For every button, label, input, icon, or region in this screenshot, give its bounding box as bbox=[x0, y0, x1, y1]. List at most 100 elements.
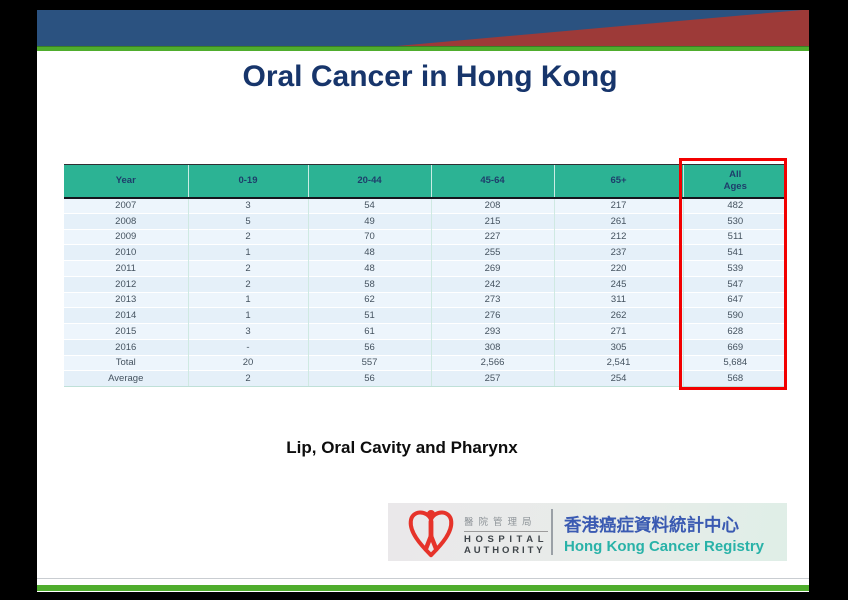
table-cell: 271 bbox=[553, 323, 683, 340]
logo-vertical-divider bbox=[551, 509, 553, 555]
table-cell: 2008 bbox=[64, 212, 188, 229]
table-cell: 215 bbox=[430, 212, 554, 229]
table-cell: 257 bbox=[430, 370, 554, 387]
table-row: 2009 2 70 227 212 511 bbox=[64, 228, 787, 245]
slide-title: Oral Cancer in Hong Kong bbox=[242, 60, 618, 93]
table-cell: 5,684 bbox=[682, 354, 787, 371]
table-cell: 56 bbox=[307, 338, 431, 355]
data-table: Year 0-19 20-44 45-64 65+ All Ages 2007 3 54 208… bbox=[64, 158, 787, 390]
table-cell: Average bbox=[64, 370, 188, 387]
table-cell: 293 bbox=[430, 323, 554, 340]
table-row: 2016-56 308 305 669 bbox=[64, 338, 787, 355]
site-caption: Lip, Oral Cavity and Pharynx bbox=[286, 438, 518, 457]
table-cell: 2009 bbox=[64, 228, 188, 245]
table-cell: 261 bbox=[553, 212, 683, 229]
table-cell: 48 bbox=[307, 260, 431, 277]
table-cell: 2015 bbox=[64, 323, 188, 340]
hospital-authority-wordmark: 醫院管理局 HOSPITAL AUTHORITY bbox=[464, 514, 550, 556]
table-cell: 56 bbox=[307, 370, 431, 387]
table-cell: 2010 bbox=[64, 244, 188, 261]
green-stripe-top bbox=[37, 46, 809, 51]
table-cell: 2 bbox=[187, 228, 308, 245]
table-cell: 530 bbox=[682, 212, 787, 229]
table-cell: 547 bbox=[682, 275, 787, 292]
table-cell: 2016 bbox=[64, 338, 188, 355]
column-header: Year bbox=[64, 164, 188, 199]
table-cell: 255 bbox=[430, 244, 554, 261]
table-cell: 539 bbox=[682, 260, 787, 277]
table-header-row: Year 0-19 20-44 45-64 65+ All Ages bbox=[64, 164, 787, 199]
table-cell: 273 bbox=[430, 291, 554, 308]
table-cell: 482 bbox=[682, 197, 787, 214]
column-header: 20-44 bbox=[307, 164, 431, 199]
table-cell: 70 bbox=[307, 228, 431, 245]
table-cell: 208 bbox=[430, 197, 554, 214]
table-row: 2011 2 48 269 220 539 bbox=[64, 260, 787, 277]
table-cell: 3 bbox=[187, 323, 308, 340]
table-cell: 62 bbox=[307, 291, 431, 308]
table-cell: 227 bbox=[430, 228, 554, 245]
table-cell: 54 bbox=[307, 197, 431, 214]
table-row: Average 2 56 257 254 568 bbox=[64, 370, 787, 387]
table-row: 2013 1 62 273 311 647 bbox=[64, 291, 787, 308]
registry-english-name: Hong Kong Cancer Registry bbox=[564, 538, 765, 555]
table-cell: 1 bbox=[187, 307, 308, 324]
table-cell: 2007 bbox=[64, 197, 188, 214]
registry-chinese-name: 香港癌症資料統計中心 bbox=[564, 515, 739, 535]
column-header: 65+ bbox=[553, 164, 683, 199]
table-cell: 308 bbox=[430, 338, 554, 355]
table-row: 2008 5 49 215 261 530 bbox=[64, 212, 787, 229]
table-cell: 669 bbox=[682, 338, 787, 355]
table-cell: 3 bbox=[187, 197, 308, 214]
footer-logo-strip: 醫院管理局 HOSPITAL AUTHORITY 香港癌症資料統計中心 Hong… bbox=[388, 503, 787, 561]
cancer-registry-wordmark: 香港癌症資料統計中心 Hong Kong Cancer Registry bbox=[564, 512, 764, 555]
table-cell: 51 bbox=[307, 307, 431, 324]
table-body: 2007 3 54 208 217 482 2008 5 49 215 261 530 2009 2 70 2… bbox=[64, 197, 787, 387]
ha-chinese-name: 醫院管理局 bbox=[464, 517, 537, 528]
table-row: 2012 2 58 242 245 547 bbox=[64, 275, 787, 292]
table-cell: 1 bbox=[187, 244, 308, 261]
table-row: Total 20 557 2,566 2,541 5,684 bbox=[64, 354, 787, 371]
table-cell: 2 bbox=[187, 275, 308, 292]
table-cell: Total bbox=[64, 354, 188, 371]
top-banner bbox=[37, 10, 809, 46]
table-cell: 647 bbox=[682, 291, 787, 308]
table-cell: 2012 bbox=[64, 275, 188, 292]
table-cell: 20 bbox=[187, 354, 308, 371]
table-row: 2014 1 51 276 262 590 bbox=[64, 307, 787, 324]
table-cell: 2 bbox=[187, 260, 308, 277]
hospital-authority-heart-icon bbox=[408, 509, 454, 558]
table-cell: 2,566 bbox=[430, 354, 554, 371]
table-cell: 568 bbox=[682, 370, 787, 387]
table-cell: 254 bbox=[553, 370, 683, 387]
table-cell: 276 bbox=[430, 307, 554, 324]
table-cell: 48 bbox=[307, 244, 431, 261]
table-cell: 2013 bbox=[64, 291, 188, 308]
table-cell: - bbox=[187, 338, 308, 355]
green-stripe-bottom bbox=[37, 585, 809, 591]
table-cell: 49 bbox=[307, 212, 431, 229]
table-cell: 2011 bbox=[64, 260, 188, 277]
table-cell: 590 bbox=[682, 307, 787, 324]
table-row: 2015 3 61 293 271 628 bbox=[64, 323, 787, 340]
table-cell: 245 bbox=[553, 275, 683, 292]
table-cell: 212 bbox=[553, 228, 683, 245]
table-cell: 541 bbox=[682, 244, 787, 261]
table-cell: 242 bbox=[430, 275, 554, 292]
table-cell: 511 bbox=[682, 228, 787, 245]
table-cell: 58 bbox=[307, 275, 431, 292]
incidence-table: Year 0-19 20-44 45-64 65+ All Ages 2007 3 54 208… bbox=[64, 164, 787, 387]
column-header: 45-64 bbox=[430, 164, 554, 199]
table-cell: 269 bbox=[430, 260, 554, 277]
table-cell: 2 bbox=[187, 370, 308, 387]
slide: Oral Cancer in Hong Kong Year 0-19 20-44 45… bbox=[37, 10, 809, 592]
table-cell: 220 bbox=[553, 260, 683, 277]
column-header: All Ages bbox=[682, 164, 787, 199]
table-row: 2007 3 54 208 217 482 bbox=[64, 197, 787, 214]
column-header: 0-19 bbox=[187, 164, 308, 199]
table-cell: 1 bbox=[187, 291, 308, 308]
banner-red-wedge bbox=[397, 10, 809, 46]
ha-english-line2: AUTHORITY bbox=[464, 545, 546, 556]
ha-divider-rule bbox=[464, 531, 548, 532]
